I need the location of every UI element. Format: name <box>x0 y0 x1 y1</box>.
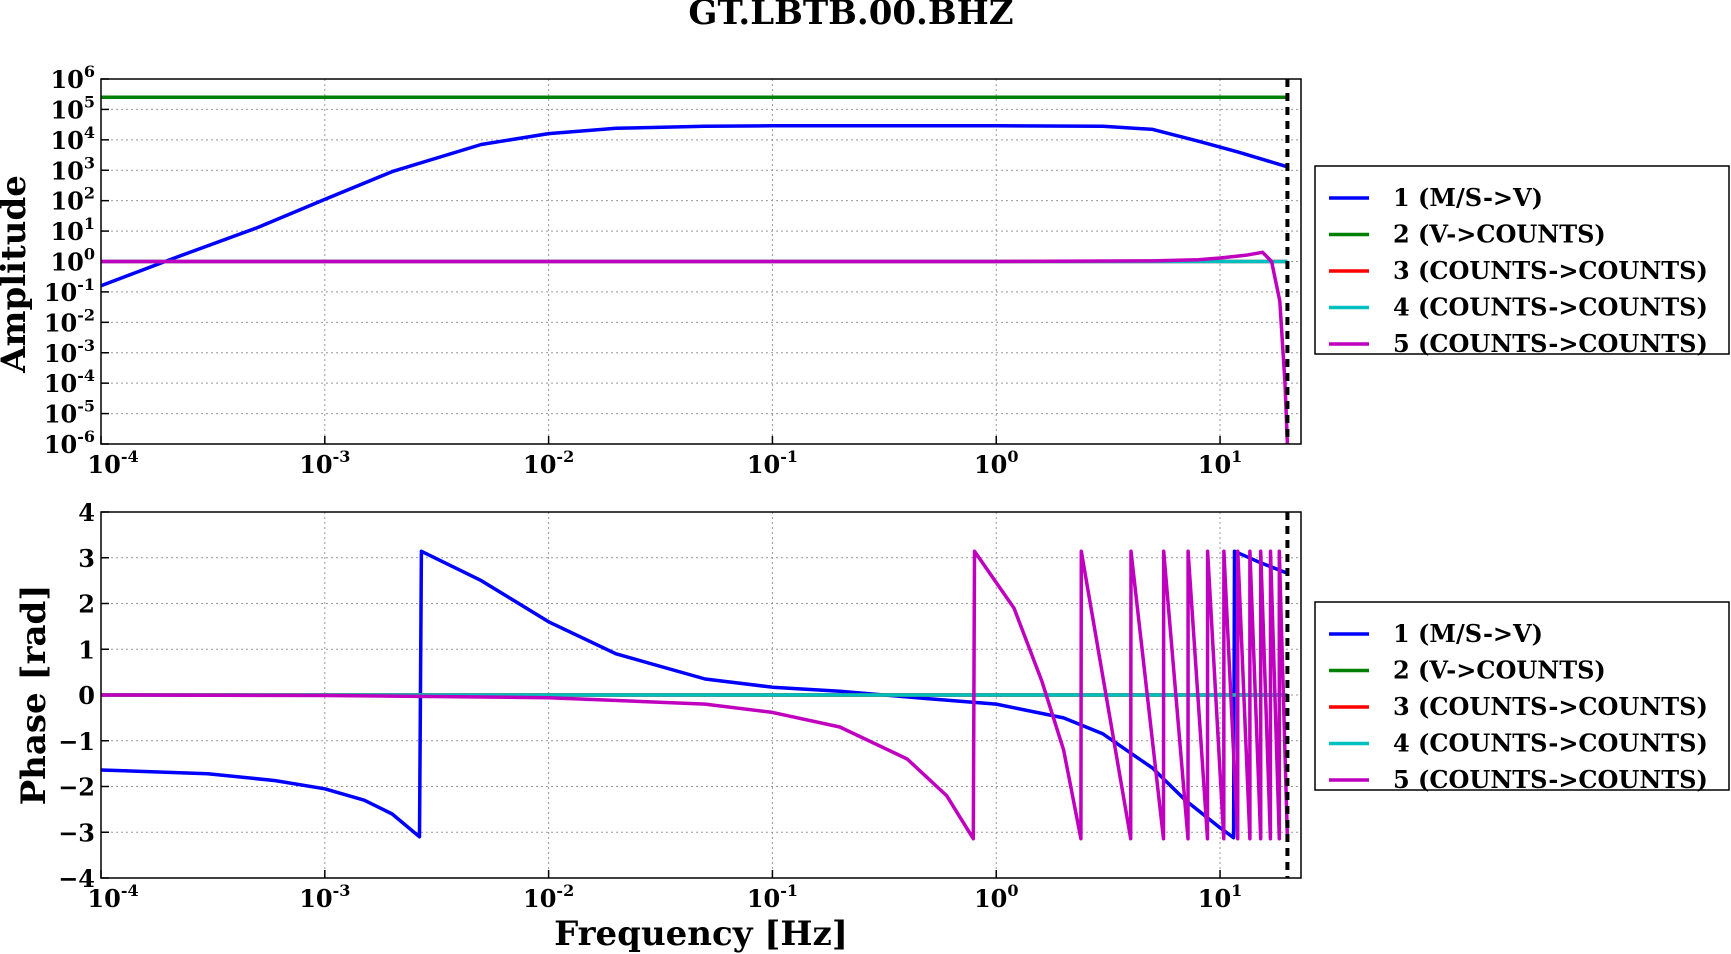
y-tick-label: 10-1 <box>44 275 95 307</box>
y-tick-label: 3 <box>78 544 95 573</box>
amplitude-y-label: Amplitude <box>0 175 34 374</box>
y-tick-label: 106 <box>50 62 95 94</box>
y-tick-label: 102 <box>50 184 95 216</box>
legend-label: 4 (COUNTS->COUNTS) <box>1393 729 1708 758</box>
y-tick-label: 101 <box>50 214 95 246</box>
legend-box <box>1314 601 1730 791</box>
amplitude-legend: 1 (M/S->V) 2 (V->COUNTS) 3 (COUNTS->COUNTS… <box>1314 165 1730 358</box>
x-tick-label: 10-3 <box>299 881 350 913</box>
phase-plot-frame <box>100 511 1302 879</box>
legend-label: 2 (V->COUNTS) <box>1393 656 1606 685</box>
legend-box <box>1314 165 1730 355</box>
x-tick-label: 10-3 <box>299 447 350 479</box>
legend-label: 1 (M/S->V) <box>1393 183 1543 212</box>
x-tick-label: 101 <box>1198 447 1243 479</box>
phase-x-tick-labels: 10-4 10-3 10-2 10-1 100 101 <box>87 881 1242 913</box>
y-tick-label: 2 <box>78 590 95 619</box>
legend-label: 1 (M/S->V) <box>1393 619 1543 648</box>
phase-panel: 10-4 10-3 10-2 10-1 100 101 4 3 2 1 0 −1 −2 −3 −4 Pha… <box>14 498 1730 913</box>
legend-label: 5 (COUNTS->COUNTS) <box>1393 329 1708 358</box>
x-tick-label: 10-1 <box>747 881 798 913</box>
y-tick-label: 10-2 <box>44 305 95 337</box>
y-tick-label: 10-5 <box>44 397 95 429</box>
x-tick-label: 100 <box>974 447 1019 479</box>
x-tick-label: 10-2 <box>523 447 574 479</box>
y-tick-label: −3 <box>58 818 95 847</box>
amplitude-plot-frame <box>100 78 1302 445</box>
amplitude-series-lines <box>100 79 1290 445</box>
x-tick-label: 10-1 <box>747 447 798 479</box>
amplitude-y-tick-labels: 10610510410310210110010-110-210-310-410-… <box>44 62 95 459</box>
y-tick-label: 4 <box>78 498 95 527</box>
series-line-1 <box>100 549 1289 840</box>
legend-label: 3 (COUNTS->COUNTS) <box>1393 256 1708 285</box>
y-tick-label: 104 <box>50 123 95 155</box>
phase-y-label: Phase [rad] <box>14 585 54 806</box>
y-tick-label: 10-4 <box>44 366 95 398</box>
x-tick-label: 101 <box>1198 881 1243 913</box>
legend-label: 4 (COUNTS->COUNTS) <box>1393 293 1708 322</box>
x-tick-label: 10-4 <box>87 447 138 479</box>
legend-label: 2 (V->COUNTS) <box>1393 220 1606 249</box>
y-tick-label: 10-3 <box>44 336 95 368</box>
amplitude-panel: 10-4 10-3 10-2 10-1 100 101 10610510410310210… <box>0 62 1730 479</box>
y-tick-label: 100 <box>50 245 95 277</box>
y-tick-label: 1 <box>78 635 95 664</box>
phase-legend: 1 (M/S->V) 2 (V->COUNTS) 3 (COUNTS->COUNTS… <box>1314 601 1730 794</box>
x-tick-label: 10-4 <box>87 881 138 913</box>
x-tick-label: 10-2 <box>523 881 574 913</box>
amplitude-grid <box>100 78 1301 445</box>
phase-series-lines <box>100 512 1290 878</box>
y-tick-label: 105 <box>50 92 95 124</box>
series-line-5 <box>100 549 1290 841</box>
x-tick-label: 100 <box>974 881 1019 913</box>
y-tick-label: 0 <box>78 681 95 710</box>
series-line-1 <box>100 124 1288 288</box>
amplitude-x-tick-labels: 10-4 10-3 10-2 10-1 100 101 <box>87 447 1242 479</box>
y-tick-label: −4 <box>58 864 95 893</box>
y-tick-label: 103 <box>50 153 95 185</box>
chart-title: GT.LBTB.00.BHZ <box>688 0 1013 33</box>
legend-label: 5 (COUNTS->COUNTS) <box>1393 765 1708 794</box>
y-tick-label: −1 <box>58 727 95 756</box>
series-line-5 <box>101 250 1290 445</box>
phase-y-tick-labels: 4 3 2 1 0 −1 −2 −3 −4 <box>58 498 95 893</box>
legend-label: 3 (COUNTS->COUNTS) <box>1393 692 1708 721</box>
y-tick-label: −2 <box>58 773 95 802</box>
x-axis-label: Frequency [Hz] <box>554 914 848 954</box>
y-tick-label: 10-6 <box>44 427 95 459</box>
